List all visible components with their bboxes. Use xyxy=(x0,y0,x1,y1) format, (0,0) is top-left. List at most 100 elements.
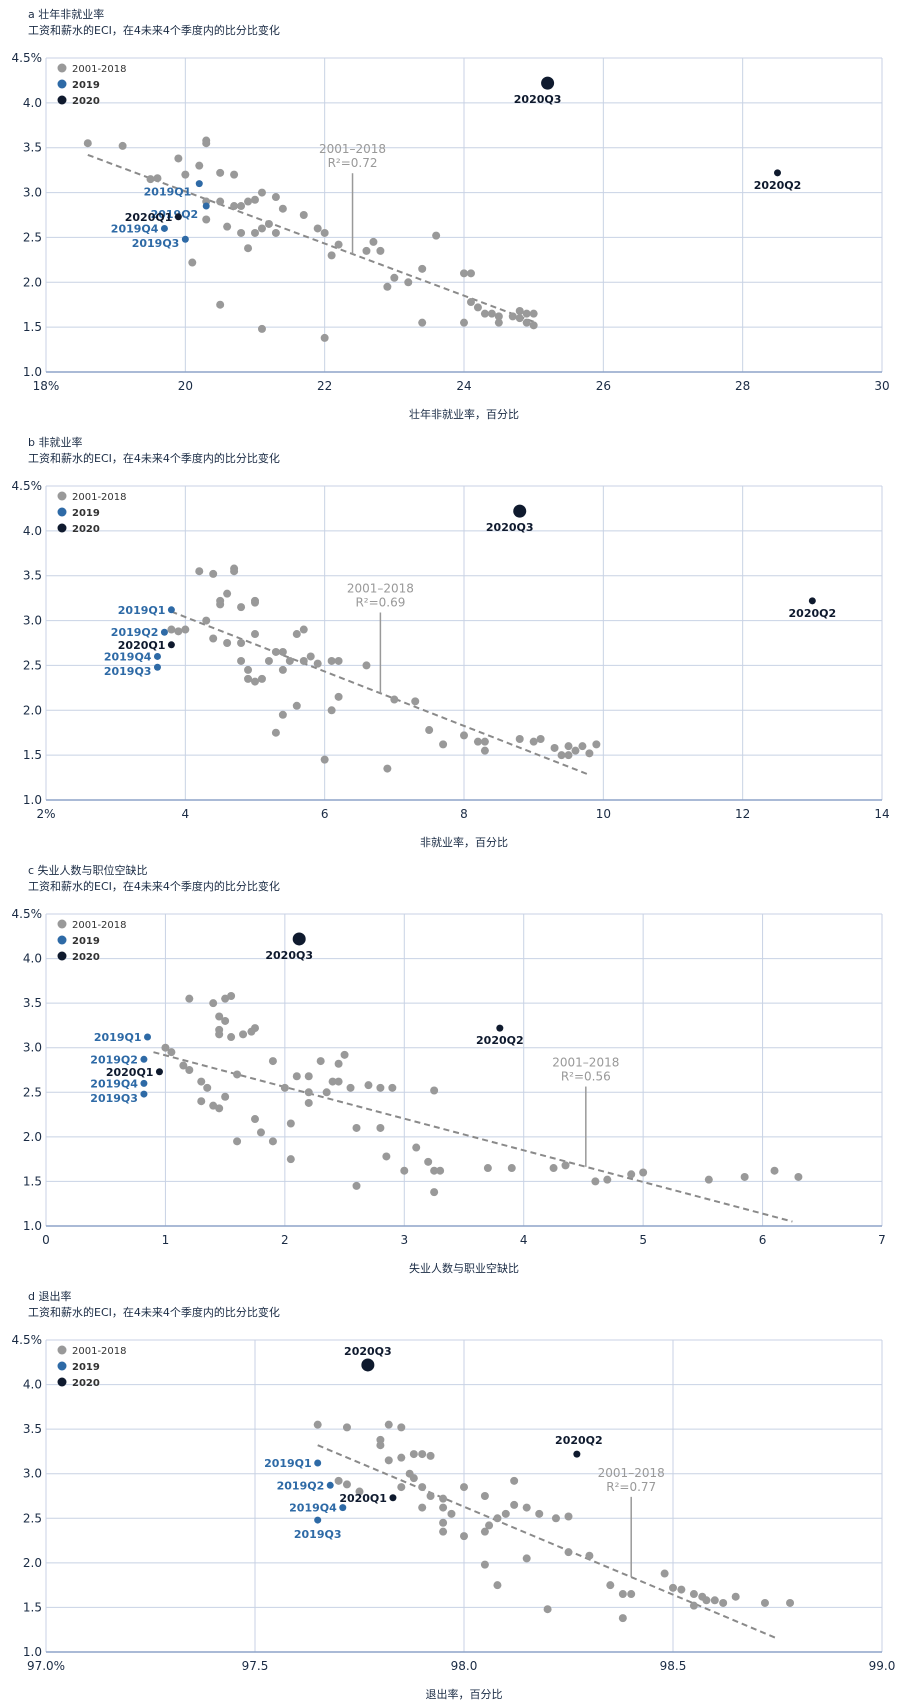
data-point xyxy=(83,139,92,148)
data-point xyxy=(460,1483,468,1492)
data-point xyxy=(689,1601,698,1610)
data-point xyxy=(627,1590,636,1599)
data-point xyxy=(340,1050,349,1059)
data-point xyxy=(161,1043,170,1052)
data-point xyxy=(425,726,434,735)
data-point xyxy=(426,1492,435,1500)
data-point xyxy=(181,235,189,243)
data-point xyxy=(202,616,211,625)
data-point xyxy=(551,1514,560,1523)
data-point xyxy=(313,659,322,668)
x-axis-label: 非就业率，百分比 xyxy=(420,835,508,849)
data-point xyxy=(439,1527,448,1536)
x-tick-label: 97.0% xyxy=(27,1659,65,1673)
data-point xyxy=(436,1166,445,1175)
data-point xyxy=(515,314,524,323)
data-point xyxy=(278,710,287,719)
point-label: 2019Q2 xyxy=(111,626,159,639)
fit-label: 2001–2018 xyxy=(552,1056,619,1070)
x-tick-label: 10 xyxy=(596,807,611,821)
x-tick-label: 26 xyxy=(596,379,611,393)
x-axis-label: 失业人数与职业空缺比 xyxy=(409,1261,519,1275)
data-point xyxy=(522,1554,531,1563)
data-point xyxy=(689,1590,698,1599)
chart-panel-a: a 壮年非就业率 工资和薪水的ECI，在4未来4个季度内的比分比变化 18% 20… xyxy=(0,0,897,428)
data-point xyxy=(409,1450,418,1459)
y-tick-label: 1.0 xyxy=(23,793,42,807)
data-point xyxy=(493,1581,502,1590)
data-point xyxy=(592,740,601,749)
data-point xyxy=(230,567,239,576)
data-point xyxy=(326,1481,334,1489)
y-tick-label: 3.5 xyxy=(23,996,42,1010)
point-label: 2019Q1 xyxy=(144,186,192,199)
legend-label: 2001-2018 xyxy=(72,64,127,75)
data-point xyxy=(466,269,475,278)
point-label: 2019Q2 xyxy=(151,208,199,221)
data-point xyxy=(216,600,225,609)
x-tick-label: 6 xyxy=(321,807,329,821)
data-point xyxy=(585,749,594,758)
y-tick-label: 3.5 xyxy=(23,1422,42,1436)
data-point xyxy=(215,1012,224,1021)
data-point xyxy=(384,1456,393,1465)
data-point xyxy=(334,656,343,665)
data-point xyxy=(418,1503,427,1512)
data-point xyxy=(561,1161,570,1170)
data-point xyxy=(346,1083,355,1092)
x-tick-label: 18% xyxy=(33,379,60,393)
data-point xyxy=(320,755,329,764)
y-tick-label: 3.0 xyxy=(23,614,42,628)
data-point xyxy=(564,751,573,760)
data-point xyxy=(313,224,322,233)
data-point xyxy=(529,321,538,330)
data-point xyxy=(197,1077,206,1086)
data-point xyxy=(153,663,161,671)
data-point xyxy=(426,1451,435,1460)
data-point xyxy=(483,1164,492,1173)
data-point xyxy=(432,231,441,240)
point-label: 2019Q1 xyxy=(94,1031,142,1044)
data-point xyxy=(144,1033,152,1041)
panel-subtitle: 工资和薪水的ECI，在4未来4个季度内的比分比变化 xyxy=(28,880,280,893)
data-point xyxy=(522,318,531,327)
data-point xyxy=(460,269,468,278)
y-tick-label: 2.0 xyxy=(23,1556,42,1570)
x-tick-label: 6 xyxy=(759,1233,767,1247)
point-label: 2019Q2 xyxy=(277,1479,325,1492)
x-tick-label: 2% xyxy=(36,807,55,821)
r-squared-label: R²=0.69 xyxy=(355,595,405,609)
data-point xyxy=(409,1474,418,1483)
series-2020: 2020Q1 2020Q2 2020Q3 xyxy=(339,1345,602,1505)
data-point xyxy=(362,246,371,255)
data-point xyxy=(411,697,420,706)
y-tick-label: 4.5% xyxy=(12,907,43,921)
x-tick-label: 22 xyxy=(317,379,332,393)
data-point xyxy=(480,746,489,755)
x-tick-label: 2 xyxy=(281,1233,289,1247)
data-point xyxy=(167,641,175,649)
point-label: 2020Q3 xyxy=(265,949,313,962)
data-point xyxy=(167,606,175,614)
point-label: 2020Q2 xyxy=(789,607,837,620)
point-label: 2019Q2 xyxy=(90,1053,138,1066)
point-label: 2019Q4 xyxy=(104,650,152,663)
data-point xyxy=(397,1483,406,1492)
y-tick-label: 4.0 xyxy=(23,952,42,966)
data-point xyxy=(215,1030,224,1039)
data-point xyxy=(390,695,399,704)
data-point xyxy=(299,625,308,634)
data-point xyxy=(140,1079,148,1087)
legend-label: 2001-2018 xyxy=(72,1346,127,1357)
fit-label: 2001–2018 xyxy=(319,142,386,156)
series-2019: 2019Q1 2019Q2 2019Q4 2019Q3 xyxy=(90,1031,152,1105)
data-point xyxy=(535,1509,544,1518)
data-point xyxy=(271,647,280,656)
data-point xyxy=(404,278,413,287)
r-squared-label: R²=0.56 xyxy=(561,1070,611,1084)
data-point xyxy=(153,174,162,183)
y-tick-label: 3.0 xyxy=(23,1041,42,1055)
point-label: 2019Q4 xyxy=(90,1077,138,1090)
data-point xyxy=(140,1090,148,1098)
data-point xyxy=(376,1083,385,1092)
